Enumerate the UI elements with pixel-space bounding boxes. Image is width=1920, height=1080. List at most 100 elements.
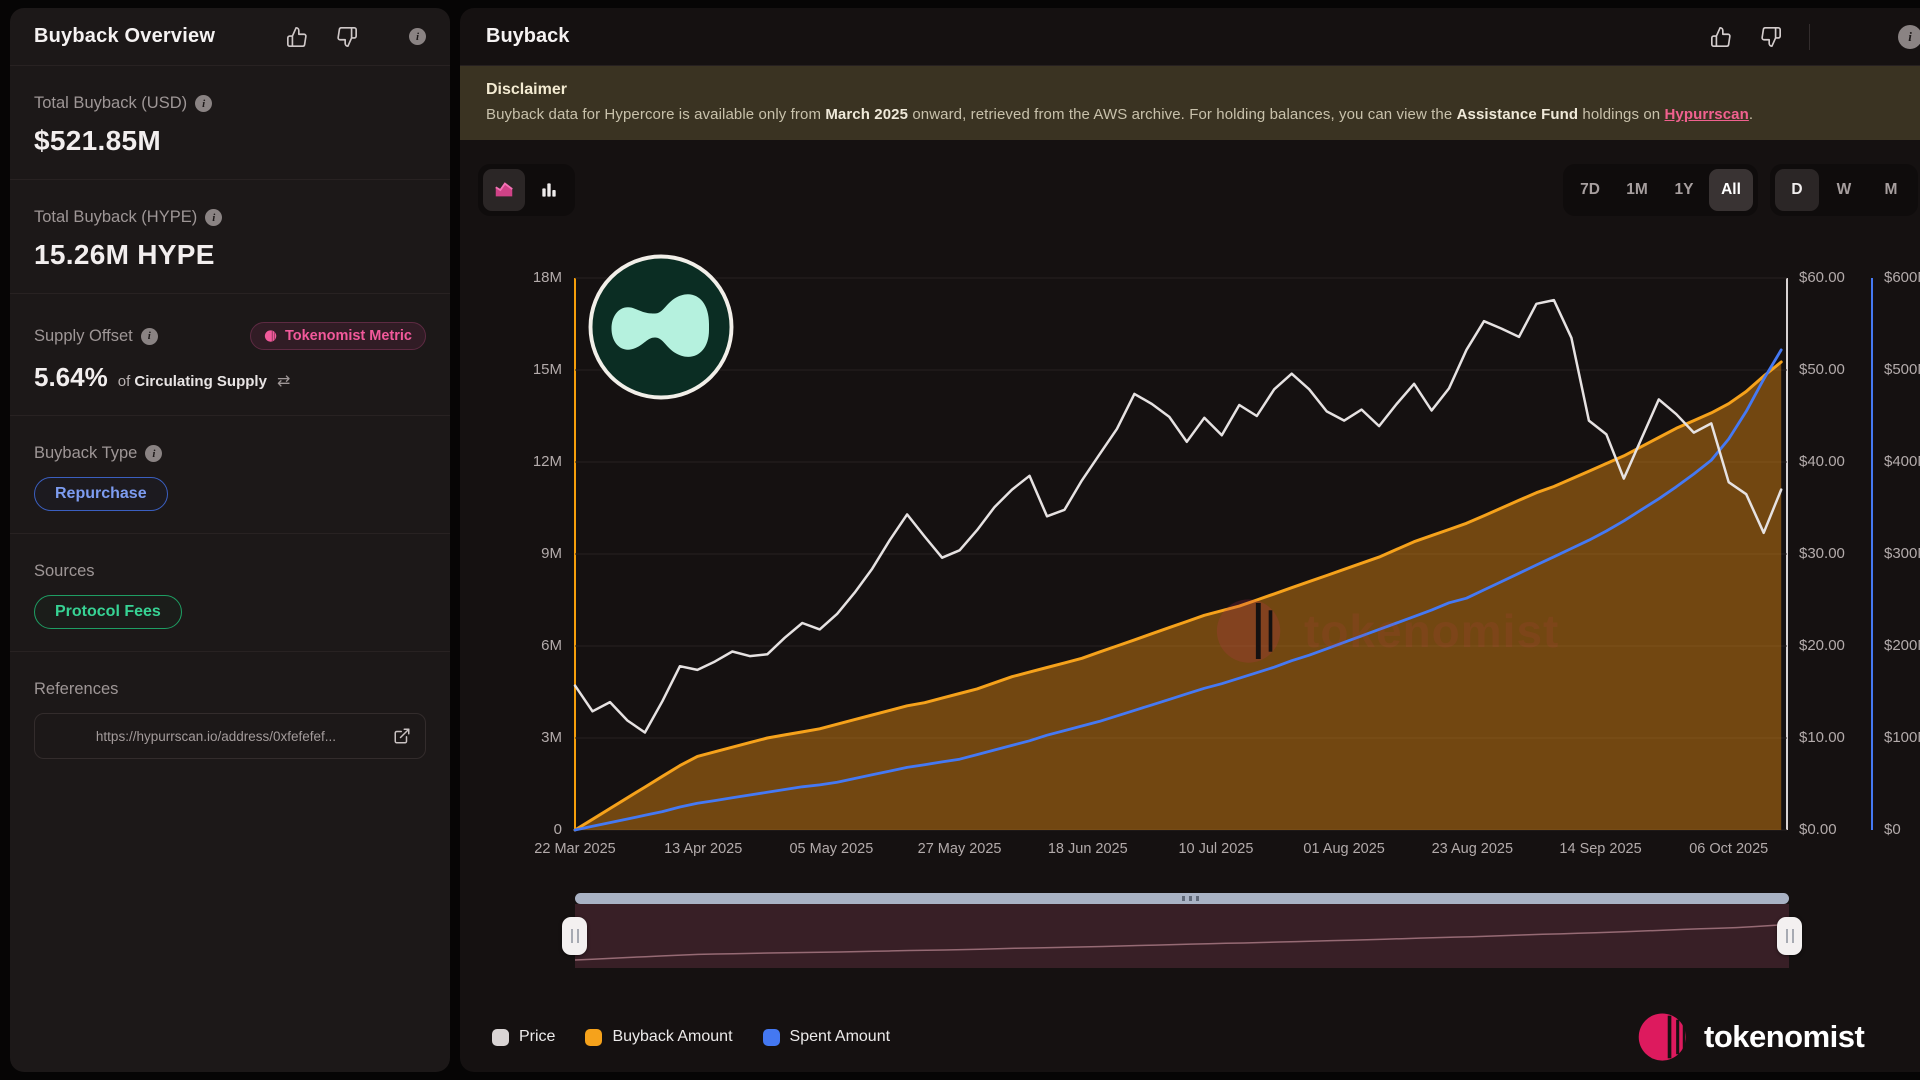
tokenomist-ball-icon bbox=[1638, 1013, 1686, 1061]
offset-suffix-bold: Circulating Supply bbox=[134, 373, 267, 390]
stat-label: Total Buyback (USD) bbox=[34, 94, 188, 112]
disclaimer-title: Disclaimer bbox=[486, 81, 567, 98]
axis-tick: $10.00 bbox=[1799, 729, 1845, 746]
disclaimer-bold: Assistance Fund bbox=[1456, 106, 1579, 123]
range-1y[interactable]: 1Y bbox=[1674, 181, 1694, 198]
total-buyback-hype-section: Total Buyback (HYPE) i 15.26M HYPE bbox=[10, 180, 450, 294]
axis-tick: $300M bbox=[1884, 545, 1920, 562]
main-title: Buyback bbox=[486, 25, 570, 47]
axis-tick: 12M bbox=[532, 453, 562, 470]
chart-scrollbar[interactable] bbox=[575, 893, 1789, 904]
range-all[interactable]: All bbox=[1709, 169, 1753, 211]
granularity-d[interactable]: D bbox=[1775, 169, 1819, 211]
range-navigator[interactable] bbox=[574, 904, 1790, 968]
granularity-w[interactable]: W bbox=[1836, 181, 1852, 198]
reference-link[interactable]: https://hypurrscan.io/address/0xfefefef.… bbox=[95, 728, 337, 744]
reference-link-box[interactable]: https://hypurrscan.io/address/0xfefefef.… bbox=[34, 713, 426, 759]
chart-legend: Price Buyback Amount Spent Amount bbox=[492, 1028, 890, 1046]
thumbs-down-icon[interactable] bbox=[335, 25, 359, 49]
navigator-left-handle[interactable] bbox=[562, 917, 587, 955]
x-axis-ticks: 22 Mar 2025 13 Apr 2025 05 May 2025 27 May … bbox=[534, 841, 1787, 863]
stat-label: Total Buyback (HYPE) bbox=[34, 208, 198, 226]
price-axis-ticks: $0.00 $10.00 $20.00 $30.00 $40.00 $50.00 $60.0… bbox=[1799, 269, 1875, 838]
supply-offset-value: 5.64% bbox=[34, 362, 108, 392]
scrollbar-grip[interactable] bbox=[1182, 896, 1199, 901]
axis-tick: $500M bbox=[1884, 361, 1920, 378]
total-buyback-hype-value: 15.26M HYPE bbox=[34, 239, 215, 270]
range-7d[interactable]: 7D bbox=[1580, 181, 1600, 198]
axis-tick: 6M bbox=[541, 637, 562, 654]
sources-section: Sources Protocol Fees bbox=[10, 534, 450, 652]
buyback-type-section: Buyback Type i Repurchase bbox=[10, 416, 450, 534]
price-swatch bbox=[492, 1028, 509, 1046]
tokenomist-logo: tokenomist bbox=[1636, 1008, 1865, 1066]
brand-name: tokenomist bbox=[1704, 1019, 1865, 1054]
usd-axis-ticks: $0 $100M $200M $300M $400M $500M $600M bbox=[1884, 269, 1920, 838]
protocol-fees-pill[interactable]: Protocol Fees bbox=[34, 595, 182, 629]
x-axis-tick: 23 Aug 2025 bbox=[1431, 841, 1514, 857]
buyback-amount-swatch bbox=[585, 1028, 603, 1046]
x-axis-tick: 13 Apr 2025 bbox=[664, 841, 743, 857]
spent-amount-swatch bbox=[762, 1028, 780, 1046]
badge-label: Tokenomist Metric bbox=[284, 328, 412, 344]
granularity-selector: D W M bbox=[1770, 164, 1918, 216]
range-1m[interactable]: 1M bbox=[1626, 181, 1648, 198]
stat-label: Sources bbox=[34, 562, 95, 580]
axis-tick: $200M bbox=[1884, 637, 1920, 654]
main-header: Buyback i bbox=[460, 8, 1920, 66]
area-chart-button[interactable] bbox=[483, 169, 525, 211]
hype-axis-ticks: 0 3M 6M 9M 12M 15M 18M bbox=[498, 269, 562, 838]
thumbs-up-icon[interactable] bbox=[1709, 25, 1733, 49]
axis-tick: $30.00 bbox=[1799, 545, 1845, 562]
usd-axis-line bbox=[1871, 278, 1873, 830]
repurchase-pill[interactable]: Repurchase bbox=[34, 477, 168, 511]
disclaimer-body: Buyback data for Hypercore is available … bbox=[486, 106, 1894, 123]
buyback-overview-panel: Buyback Overview i Total Buyback (USD) i… bbox=[10, 8, 450, 1072]
info-icon[interactable]: i bbox=[140, 327, 158, 345]
range-selector: 7D 1M 1Y All bbox=[1563, 164, 1758, 216]
area-chart-icon bbox=[495, 182, 513, 197]
header-divider bbox=[1809, 23, 1810, 50]
info-icon[interactable]: i bbox=[409, 28, 426, 45]
x-axis-tick: 01 Aug 2025 bbox=[1303, 841, 1385, 857]
info-icon[interactable]: i bbox=[1898, 25, 1920, 49]
disclaimer-bold: March 2025 bbox=[825, 106, 909, 123]
legend-item-price[interactable]: Price bbox=[492, 1028, 555, 1046]
axis-tick: $60.00 bbox=[1799, 269, 1845, 286]
supply-offset-section: Supply Offset i Tokenomist Metric 5.64% … bbox=[10, 294, 450, 416]
chart-type-toggle bbox=[478, 164, 575, 216]
legend-item-spent-amount[interactable]: Spent Amount bbox=[762, 1028, 890, 1046]
axis-tick: 9M bbox=[541, 545, 562, 562]
legend-item-buyback-amount[interactable]: Buyback Amount bbox=[585, 1028, 733, 1046]
disclaimer-text: holdings on bbox=[1578, 106, 1665, 123]
axis-tick: $20.00 bbox=[1799, 637, 1845, 654]
info-icon[interactable]: i bbox=[145, 445, 163, 462]
axis-tick: $100M bbox=[1884, 729, 1920, 746]
hype-token-logo bbox=[588, 254, 734, 400]
external-link-icon[interactable] bbox=[393, 727, 411, 745]
x-axis-tick: 10 Jul 2025 bbox=[1178, 841, 1254, 857]
offset-suffix-plain: of bbox=[117, 373, 131, 390]
axis-tick: $40.00 bbox=[1799, 453, 1845, 470]
chart-controls: 7D 1M 1Y All D W M bbox=[460, 164, 1920, 216]
axis-tick: $600M bbox=[1884, 269, 1920, 286]
granularity-m[interactable]: M bbox=[1884, 181, 1898, 198]
axis-tick: 0 bbox=[553, 821, 562, 838]
axis-tick: $0 bbox=[1884, 821, 1901, 838]
navigator-right-handle[interactable] bbox=[1777, 917, 1802, 955]
disclaimer-text: onward, retrieved from the AWS archive. … bbox=[908, 106, 1457, 123]
stat-label: Supply Offset bbox=[34, 326, 133, 345]
disclaimer-text: Buyback data for Hypercore is available … bbox=[486, 106, 826, 123]
buyback-chart[interactable] bbox=[573, 277, 1787, 832]
info-icon[interactable]: i bbox=[195, 95, 213, 112]
thumbs-up-icon[interactable] bbox=[285, 25, 309, 49]
axis-tick: 15M bbox=[532, 361, 562, 378]
swap-icon[interactable]: ⇄ bbox=[276, 373, 291, 390]
bar-chart-button[interactable] bbox=[528, 169, 570, 211]
info-icon[interactable]: i bbox=[205, 209, 223, 226]
axis-tick: $50.00 bbox=[1799, 361, 1845, 378]
thumbs-down-icon[interactable] bbox=[1759, 25, 1783, 49]
sidebar-header: Buyback Overview i bbox=[10, 8, 450, 66]
hypurrscan-link[interactable]: Hypurrscan bbox=[1664, 106, 1749, 123]
